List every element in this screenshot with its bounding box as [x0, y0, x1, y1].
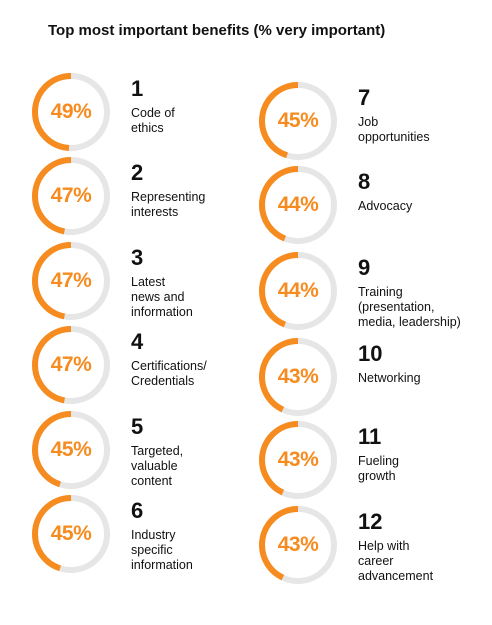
- percent-label: 45%: [50, 522, 92, 545]
- benefit-item-1: 49% 1 Code of ethics: [30, 71, 260, 155]
- donut-chart-icon: [259, 166, 337, 244]
- benefit-label: Industry specific information: [131, 528, 193, 572]
- donut-value-arc: [259, 338, 337, 416]
- benefit-label: Fueling growth: [358, 454, 399, 483]
- donut-chart-icon: [32, 326, 110, 404]
- percent-label: 43%: [277, 448, 319, 471]
- donut-value-arc: [32, 242, 110, 320]
- donut-chart-icon: [259, 338, 337, 416]
- donut-chart-icon: [259, 252, 337, 330]
- percent-label: 44%: [277, 279, 319, 302]
- donut-chart-icon: [259, 506, 337, 584]
- benefit-item-11: 43% 11 Fueling growth: [257, 419, 487, 503]
- rank-number: 4: [131, 329, 144, 354]
- donut-value-arc: [259, 506, 337, 584]
- donut-ring: [257, 250, 339, 332]
- rank-number: 2: [131, 160, 144, 185]
- donut-chart-icon: [32, 411, 110, 489]
- benefit-label: Code of ethics: [131, 106, 175, 135]
- donut-ring: [257, 336, 339, 418]
- rank-number: 12: [358, 509, 383, 534]
- benefit-label: Targeted, valuable content: [131, 444, 184, 488]
- donut-value-arc: [259, 82, 337, 160]
- chart-title: Top most important benefits (% very impo…: [48, 22, 386, 39]
- donut-value-arc: [259, 166, 337, 244]
- donut-chart-icon: [259, 82, 337, 160]
- donut-ring: [257, 164, 339, 246]
- donut-ring: [30, 155, 112, 237]
- rank-number: 5: [131, 414, 144, 439]
- benefit-label: Latest news and information: [131, 275, 193, 319]
- donut-value-arc: [259, 252, 337, 330]
- donut-ring: [257, 80, 339, 162]
- rank-number: 11: [358, 424, 382, 449]
- benefit-item-5: 45% 5 Targeted, valuable content: [30, 409, 260, 493]
- donut-value-arc: [259, 421, 337, 499]
- percent-label: 43%: [277, 533, 319, 556]
- benefit-label: Training (presentation, media, leadershi…: [358, 285, 461, 329]
- percent-label: 47%: [50, 269, 92, 292]
- donut-value-arc: [32, 495, 110, 573]
- donut-ring: [30, 409, 112, 491]
- percent-label: 45%: [50, 438, 92, 461]
- percent-label: 43%: [277, 365, 319, 388]
- donut-ring: [30, 324, 112, 406]
- donut-value-arc: [32, 411, 110, 489]
- percent-label: 49%: [50, 100, 92, 123]
- rank-number: 8: [358, 169, 371, 194]
- donut-ring: [257, 504, 339, 586]
- benefit-label: Certifications/ Credentials: [131, 359, 207, 388]
- donut-value-arc: [32, 73, 110, 151]
- rank-number: 6: [131, 498, 144, 523]
- percent-label: 47%: [50, 353, 92, 376]
- donut-value-arc: [32, 326, 110, 404]
- donut-chart-icon: [32, 242, 110, 320]
- benefit-label: Networking: [358, 371, 421, 385]
- benefit-item-6: 45% 6 Industry specific information: [30, 493, 260, 577]
- benefit-item-9: 44% 9 Training (presentation, media, leade…: [257, 250, 487, 334]
- donut-chart-icon: [32, 73, 110, 151]
- donut-ring: [257, 419, 339, 501]
- donut-chart-icon: [259, 421, 337, 499]
- donut-ring: [30, 493, 112, 575]
- benefit-item-4: 47% 4 Certifications/ Credentials: [30, 324, 260, 408]
- rank-number: 9: [358, 255, 371, 280]
- benefit-item-3: 47% 3 Latest news and information: [30, 240, 260, 324]
- donut-ring: [30, 240, 112, 322]
- benefit-label: Advocacy: [358, 199, 413, 213]
- percent-label: 44%: [277, 193, 319, 216]
- rank-number: 10: [358, 341, 383, 366]
- percent-label: 45%: [277, 109, 319, 132]
- donut-ring: [30, 71, 112, 153]
- donut-chart-icon: [32, 495, 110, 573]
- benefit-item-8: 44% 8 Advocacy: [257, 164, 487, 248]
- rank-number: 7: [358, 85, 371, 110]
- benefit-item-10: 43% 10 Networking: [257, 336, 487, 420]
- benefit-item-12: 43% 12 Help with career advancement: [257, 504, 487, 588]
- rank-number: 1: [131, 76, 144, 101]
- rank-number: 3: [131, 245, 144, 270]
- benefit-item-7: 45% 7 Job opportunities: [257, 80, 487, 164]
- percent-label: 47%: [50, 184, 92, 207]
- benefit-item-2: 47% 2 Representing interests: [30, 155, 260, 239]
- benefit-label: Representing interests: [131, 190, 206, 219]
- donut-chart-icon: [32, 157, 110, 235]
- benefit-label: Job opportunities: [358, 115, 430, 144]
- donut-value-arc: [32, 157, 110, 235]
- benefit-label: Help with career advancement: [358, 539, 434, 583]
